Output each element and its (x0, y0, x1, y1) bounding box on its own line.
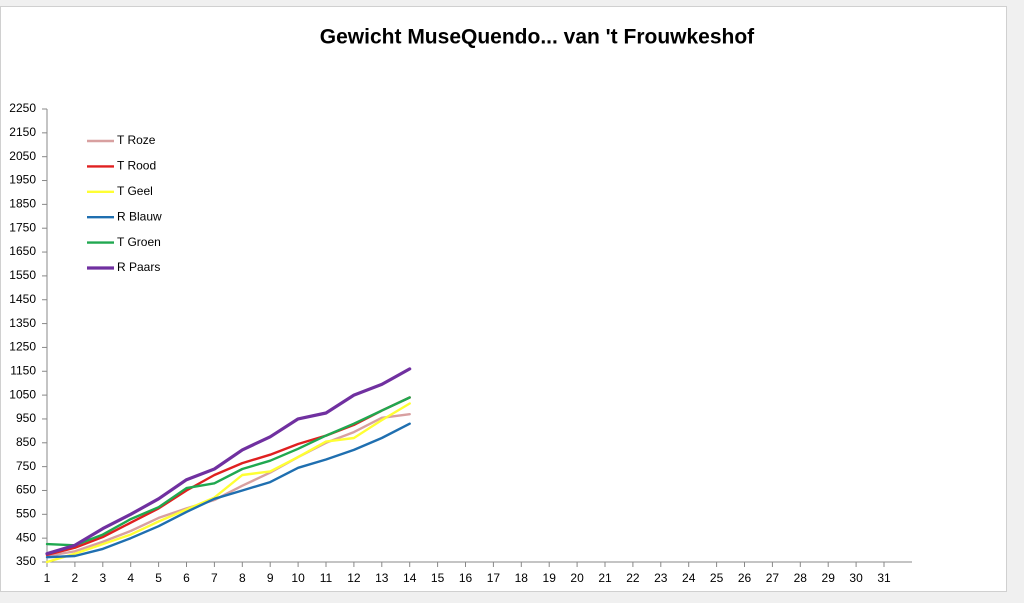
x-tick-label: 6 (183, 571, 190, 585)
legend-label: T Rood (117, 159, 156, 173)
y-tick-label: 1550 (9, 268, 36, 282)
x-tick-label: 1 (44, 571, 51, 585)
series-line (45, 413, 411, 558)
x-tick-label: 7 (211, 571, 218, 585)
y-tick-label: 2250 (9, 101, 36, 115)
series-line (45, 402, 411, 564)
series-line (45, 396, 411, 547)
x-tick-label: 10 (291, 571, 305, 585)
y-tick-label: 1150 (10, 363, 36, 377)
x-tick-label: 25 (710, 571, 724, 585)
y-tick-label: 350 (16, 554, 36, 568)
y-tick-label: 950 (16, 411, 36, 425)
y-tick-label: 1350 (9, 316, 36, 330)
x-tick-label: 24 (682, 571, 696, 585)
legend-label: R Paars (117, 260, 160, 274)
x-tick-label: 9 (267, 571, 274, 585)
x-tick-label: 22 (626, 571, 640, 585)
y-tick-label: 550 (16, 506, 36, 520)
x-tick-label: 26 (738, 571, 752, 585)
x-tick-label: 11 (320, 571, 333, 585)
x-tick-label: 12 (347, 571, 361, 585)
y-tick-label: 1250 (9, 340, 36, 354)
legend-label: T Groen (117, 235, 161, 249)
legend-label: R Blauw (117, 209, 162, 223)
x-tick-label: 30 (849, 571, 863, 585)
y-tick-label: 2150 (9, 125, 36, 139)
y-tick-label: 850 (16, 435, 36, 449)
x-tick-label: 31 (877, 571, 891, 585)
y-tick-label: 650 (16, 483, 36, 497)
y-tick-label: 1450 (9, 292, 36, 306)
y-tick-label: 1750 (9, 220, 36, 234)
series-line (45, 367, 412, 556)
x-tick-label: 13 (375, 571, 389, 585)
x-tick-label: 8 (239, 571, 246, 585)
y-tick-label: 1950 (9, 173, 36, 187)
x-tick-label: 2 (72, 571, 79, 585)
x-tick-label: 27 (766, 571, 780, 585)
x-tick-label: 28 (794, 571, 808, 585)
y-tick-label: 750 (16, 459, 36, 473)
x-tick-label: 18 (515, 571, 529, 585)
y-tick-label: 1650 (9, 244, 36, 258)
x-tick-label: 19 (543, 571, 557, 585)
legend-label: T Geel (117, 184, 153, 198)
x-tick-label: 16 (459, 571, 473, 585)
x-tick-label: 5 (155, 571, 162, 585)
x-tick-label: 4 (127, 571, 134, 585)
x-tick-label: 3 (99, 571, 106, 585)
x-tick-label: 14 (403, 571, 417, 585)
y-tick-label: 2050 (9, 149, 36, 163)
series-line (45, 422, 411, 559)
y-tick-label: 1850 (9, 197, 36, 211)
y-tick-label: 450 (16, 530, 36, 544)
x-tick-label: 21 (598, 571, 612, 585)
x-tick-label: 23 (654, 571, 668, 585)
x-tick-label: 29 (822, 571, 836, 585)
chart-title: Gewicht MuseQuendo... van 't Frouwkeshof (320, 26, 755, 49)
y-tick-label: 1050 (9, 387, 36, 401)
legend-label: T Roze (117, 133, 156, 147)
x-tick-label: 15 (431, 571, 445, 585)
x-tick-label: 17 (487, 571, 501, 585)
x-tick-label: 20 (570, 571, 584, 585)
